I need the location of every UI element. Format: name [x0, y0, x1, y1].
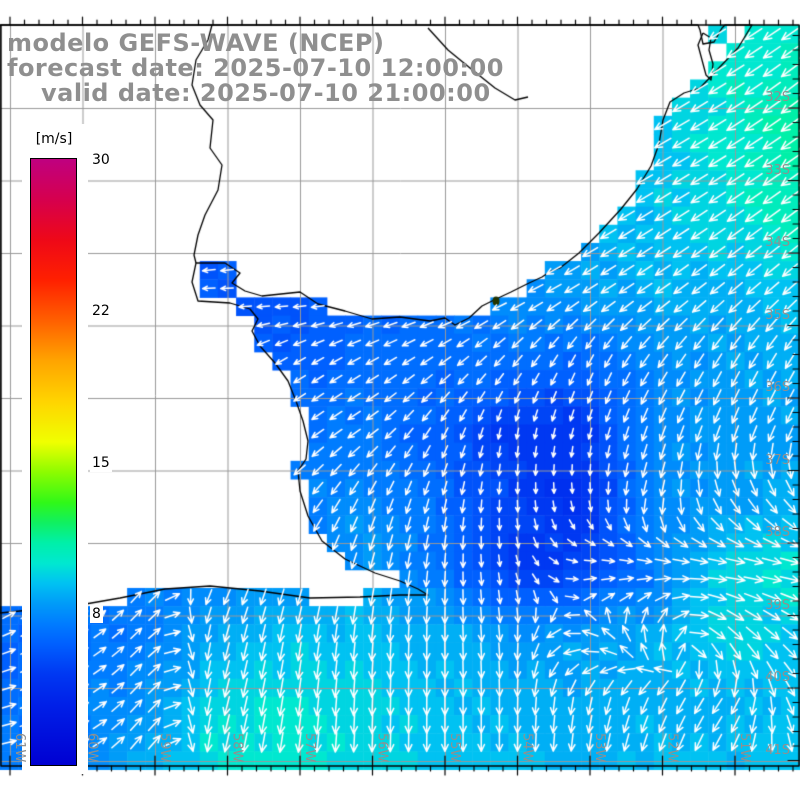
colorbar-tick-8: 8	[90, 605, 103, 623]
lon-label-55W: 55W	[447, 733, 462, 763]
lon-label-53W: 53W	[592, 733, 607, 763]
lon-label-57W: 57W	[302, 733, 317, 763]
model-title: modelo GEFS-WAVE (NCEP)	[7, 29, 385, 57]
lat-label-35S: 35S	[765, 307, 790, 323]
lon-label-59W: 59W	[157, 733, 172, 763]
lat-label-33S: 33S	[765, 162, 790, 178]
forecast-date-line: forecast date: 2025-07-10 12:00:00	[7, 54, 504, 82]
lat-label-38S: 38S	[765, 525, 790, 540]
valid-date-line: valid date: 2025-07-10 21:00:00	[41, 79, 491, 107]
lat-label-41S: 41S	[765, 743, 790, 758]
lon-label-52W: 52W	[664, 733, 680, 763]
lat-label-39S: 39S	[765, 597, 790, 613]
lat-label-36S: 36S	[765, 380, 790, 395]
lon-label-61W: 61W	[12, 733, 27, 763]
colorbar-gradient	[30, 158, 77, 766]
colorbar-tick-15: 15	[90, 454, 112, 472]
colorbar-tick-30: 30	[90, 151, 112, 169]
lat-label-40S: 40S	[765, 670, 790, 685]
lon-label-56W: 56W	[374, 733, 390, 763]
lat-label-34S: 34S	[765, 235, 790, 250]
lon-label-54W: 54W	[519, 733, 535, 763]
colorbar-tick-22: 22	[90, 302, 112, 320]
lon-label-60W: 60W	[84, 733, 100, 763]
colorbar-unit-label: [m/s]	[35, 131, 73, 147]
lon-label-58W: 58W	[229, 733, 245, 763]
lat-label-32S: 32S	[765, 90, 790, 105]
lat-label-37S: 37S	[765, 452, 790, 468]
lon-label-51W: 51W	[737, 733, 752, 763]
